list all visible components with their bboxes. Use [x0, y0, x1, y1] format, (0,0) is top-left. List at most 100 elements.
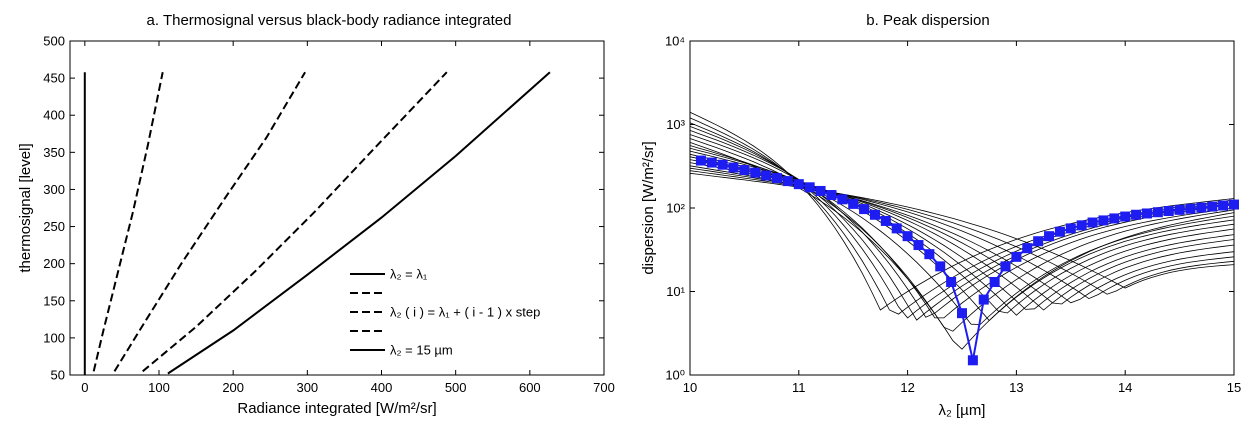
- panel-a-x-axis-label: Radiance integrated [W/m²/sr]: [237, 400, 436, 417]
- legend-label-1: λ₂ = λ₁: [390, 267, 428, 282]
- panel-a-x-ticks: 0 100 200 300 400 500 600 700: [81, 41, 615, 395]
- panel-b-y-axis-label: dispersion [W/m²/sr]: [640, 141, 657, 274]
- y-tick-label: 10³: [666, 117, 685, 132]
- blue-series-marker: [1152, 207, 1163, 218]
- blue-series-marker: [1076, 220, 1087, 231]
- blue-series-marker: [924, 249, 935, 260]
- blue-series-marker: [859, 204, 870, 215]
- blue-series-marker: [1000, 261, 1011, 272]
- blue-series-marker: [1141, 208, 1152, 219]
- blue-series-marker: [815, 185, 826, 196]
- y-tick-label: 10⁰: [665, 368, 685, 383]
- blue-series-marker: [1207, 201, 1218, 212]
- blue-series-marker: [848, 198, 859, 209]
- y-tick-label: 350: [43, 145, 65, 160]
- x-tick-label: 500: [445, 380, 467, 395]
- x-tick-label: 10: [683, 380, 697, 395]
- x-tick-label: 11: [792, 380, 806, 395]
- panel-a-title: a. Thermosignal versus black-body radian…: [147, 12, 512, 29]
- y-tick-label: 450: [43, 71, 65, 86]
- blue-series-marker: [1196, 202, 1207, 213]
- blue-series-marker: [728, 162, 739, 173]
- x-tick-label: 100: [148, 380, 170, 395]
- blue-series-marker: [695, 155, 706, 166]
- y-tick-label: 400: [43, 108, 65, 123]
- panel-a-y-axis-label: thermosignal [level]: [17, 143, 34, 272]
- panel-b-x-axis-label: λ₂ [µm]: [939, 402, 986, 419]
- blue-series-marker: [913, 240, 924, 251]
- blue-series-marker: [750, 167, 761, 178]
- legend-label-5: λ₂ = 15 µm: [390, 343, 453, 358]
- blue-series-marker: [717, 159, 728, 170]
- blue-series-marker: [869, 209, 880, 220]
- blue-series-marker: [1011, 251, 1022, 262]
- x-tick-label: 13: [1009, 380, 1023, 395]
- x-tick-label: 700: [593, 380, 615, 395]
- blue-series-marker: [706, 157, 717, 168]
- panel-a-legend: λ₂ = λ₁ λ₂ ( i ) = λ₁ + ( i - 1 ) x step λ…: [350, 267, 540, 358]
- blue-series-marker: [1109, 213, 1120, 224]
- panel-b: b. Peak dispersion 10 11 12 13 14 15 10⁰10¹10…: [640, 12, 1241, 419]
- blue-series-marker: [761, 170, 772, 181]
- blue-series-marker: [957, 308, 967, 319]
- x-tick-label: 15: [1227, 380, 1241, 395]
- thin-curve-6: [689, 134, 1235, 319]
- panel-b-y-ticks: 10⁰ 10¹ 10² 10³ 10⁴: [665, 34, 1234, 383]
- x-tick-label: 300: [296, 380, 318, 395]
- blue-series-marker: [1174, 204, 1185, 215]
- blue-series-marker: [902, 231, 913, 242]
- blue-series-marker: [1131, 209, 1142, 220]
- blue-series-marker: [1054, 226, 1065, 237]
- legend-label-3: λ₂ ( i ) = λ₁ + ( i - 1 ) x step: [390, 305, 540, 320]
- blue-series-marker: [989, 276, 1000, 287]
- x-tick-label: 14: [1118, 380, 1132, 395]
- blue-series-marker: [935, 261, 946, 272]
- panel-b-axes-frame: [689, 40, 1235, 376]
- y-tick-label: 300: [43, 182, 65, 197]
- blue-series-marker: [1163, 206, 1174, 217]
- x-tick-label: 0: [81, 380, 88, 395]
- blue-series-marker: [1044, 231, 1055, 242]
- x-tick-label: 400: [371, 380, 393, 395]
- series-line-5: [167, 71, 551, 375]
- blue-series-marker: [837, 194, 848, 205]
- panel-a: a. Thermosignal versus black-body radian…: [17, 12, 615, 417]
- series-line-4: [142, 71, 448, 373]
- x-tick-label: 200: [222, 380, 244, 395]
- blue-series-marker: [891, 223, 902, 234]
- blue-series-marker: [880, 215, 891, 226]
- blue-series-marker: [1087, 217, 1098, 228]
- blue-series-marker: [1098, 215, 1109, 226]
- y-tick-label: 250: [43, 219, 65, 234]
- panel-a-y-ticks: 50 100 150 200 250 300 350 400 450 500: [43, 34, 604, 383]
- blue-series-marker: [1185, 203, 1196, 214]
- blue-series-marker: [1120, 211, 1131, 222]
- blue-series-marker: [967, 355, 978, 366]
- blue-series-marker: [978, 294, 989, 305]
- y-tick-label: 100: [43, 330, 65, 345]
- blue-series-marker: [946, 276, 957, 287]
- panel-b-x-ticks: 10 11 12 13 14 15: [683, 41, 1241, 395]
- panel-b-blue-series: [695, 155, 1239, 366]
- series-line-2: [92, 72, 164, 372]
- thin-curve-19: [689, 172, 1235, 289]
- x-tick-label: 12: [900, 380, 914, 395]
- blue-series-marker: [793, 179, 804, 190]
- y-tick-label: 10²: [666, 201, 685, 216]
- thin-curve-18: [689, 170, 1235, 295]
- y-tick-label: 50: [51, 368, 65, 383]
- y-tick-label: 10⁴: [665, 34, 685, 49]
- blue-series-marker: [739, 165, 750, 176]
- blue-series-marker: [1229, 199, 1239, 210]
- y-tick-label: 150: [43, 293, 65, 308]
- blue-series-marker: [804, 182, 815, 193]
- blue-series-marker: [772, 173, 783, 184]
- blue-series-marker: [1065, 223, 1076, 234]
- blue-series-marker: [1218, 200, 1229, 211]
- panel-a-axes-frame: [69, 40, 605, 376]
- y-tick-label: 10¹: [666, 284, 685, 299]
- blue-series-marker: [1033, 236, 1044, 247]
- blue-series-marker: [1022, 243, 1033, 254]
- blue-series-marker: [826, 190, 837, 201]
